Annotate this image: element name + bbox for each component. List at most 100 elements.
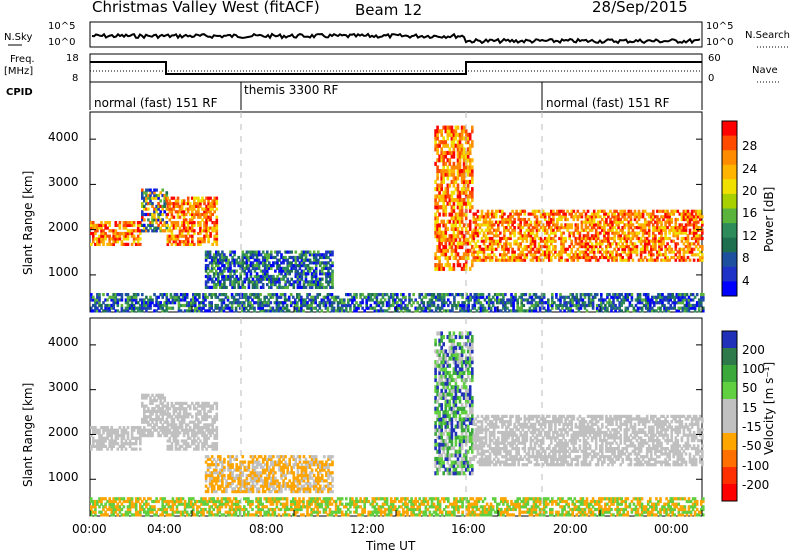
- heat-cell: [683, 293, 687, 297]
- heat-cell: [590, 217, 594, 222]
- heat-cell: [679, 306, 683, 310]
- heat-cell: [673, 295, 676, 299]
- heat-cell: [312, 255, 316, 260]
- heat-cell: [203, 210, 206, 214]
- heat-cell: [480, 247, 484, 251]
- heat-cell: [512, 295, 515, 299]
- heat-cell: [454, 252, 458, 257]
- heat-cell: [543, 217, 547, 222]
- heat-cell: [641, 247, 645, 251]
- heat-cell: [654, 236, 657, 241]
- heat-cell: [172, 412, 176, 416]
- heat-cell: [268, 266, 271, 270]
- heat-cell: [325, 261, 328, 265]
- heat-cell: [257, 295, 260, 299]
- heat-cell: [203, 202, 206, 206]
- heat-cell: [161, 306, 164, 310]
- heat-cell: [590, 247, 594, 251]
- heat-cell: [336, 295, 340, 299]
- heat-cell: [559, 303, 562, 308]
- heat-cell: [139, 431, 142, 435]
- heat-cell: [134, 293, 138, 297]
- heat-cell: [592, 236, 596, 241]
- heat-cell: [151, 218, 154, 222]
- heat-cell: [340, 309, 344, 313]
- heat-cell: [199, 226, 202, 230]
- heat-cell: [692, 228, 696, 232]
- heat-cell: [462, 179, 466, 184]
- heat-cell: [249, 306, 252, 310]
- heat-cell: [452, 165, 456, 170]
- heat-cell: [505, 253, 508, 257]
- heat-cell: [450, 234, 454, 239]
- heat-cell: [296, 301, 299, 305]
- heat-cell: [580, 212, 584, 216]
- heat-cell: [211, 428, 214, 432]
- heat-cell: [631, 236, 635, 241]
- heat-cell: [664, 245, 667, 249]
- heat-cell: [446, 226, 450, 231]
- heat-cell: [279, 301, 283, 305]
- heat-cell: [136, 234, 140, 238]
- heat-cell: [314, 298, 317, 302]
- heat-cell: [287, 298, 291, 302]
- heat-cell: [678, 231, 682, 235]
- heat-cell: [92, 442, 95, 446]
- heat-cell: [444, 190, 448, 195]
- heat-cell: [572, 209, 576, 213]
- heat-cell: [696, 220, 700, 224]
- heat-cell: [280, 272, 283, 276]
- heat-cell: [201, 404, 204, 408]
- heat-cell: [383, 293, 387, 297]
- heat-cell: [434, 198, 437, 203]
- heat-cell: [172, 431, 176, 435]
- heat-cell: [450, 129, 454, 134]
- heat-cell: [600, 295, 603, 299]
- heat-cell: [310, 272, 314, 276]
- heat-cell: [667, 293, 670, 297]
- heat-cell: [325, 280, 328, 284]
- heat-cell: [143, 298, 146, 302]
- heat-cell: [661, 298, 664, 302]
- heat-cell: [157, 426, 160, 430]
- heat-cell: [635, 215, 639, 219]
- heat-cell: [539, 212, 543, 216]
- heat-cell: [513, 255, 516, 260]
- heat-cell: [594, 231, 598, 235]
- heat-cell: [201, 401, 204, 405]
- heat-cell: [161, 417, 164, 422]
- heat-cell: [259, 298, 262, 302]
- heat-cell: [155, 420, 158, 424]
- heat-cell: [266, 250, 269, 254]
- heat-cell: [575, 293, 579, 297]
- heat-cell: [136, 242, 140, 246]
- heat-cell: [261, 309, 264, 313]
- heat-cell: [318, 303, 322, 308]
- heat-cell: [196, 309, 199, 313]
- heat-cell: [687, 301, 691, 305]
- heat-cell: [664, 223, 667, 227]
- heat-cell: [588, 239, 592, 243]
- heat-cell: [163, 409, 166, 413]
- heat-cell: [151, 204, 154, 208]
- heat-cell: [209, 431, 212, 435]
- heat-cell: [176, 442, 180, 446]
- heat-cell: [233, 280, 236, 284]
- heat-cell: [206, 266, 210, 270]
- heat-cell: [643, 245, 647, 249]
- heat-cell: [627, 245, 631, 249]
- heat-cell: [601, 217, 604, 222]
- heat-cell: [674, 242, 678, 246]
- heat-cell: [211, 407, 214, 411]
- heat-cell: [178, 215, 182, 219]
- heat-cell: [178, 426, 182, 430]
- heat-cell: [205, 221, 208, 225]
- velocity-ytick-3000: 3000: [48, 380, 79, 394]
- heat-cell: [235, 274, 238, 279]
- heat-cell: [586, 242, 590, 246]
- heat-cell: [202, 298, 205, 302]
- heat-cell: [462, 223, 466, 228]
- heat-cell: [501, 247, 504, 251]
- heat-cell: [130, 229, 134, 233]
- heat-cell: [326, 293, 330, 297]
